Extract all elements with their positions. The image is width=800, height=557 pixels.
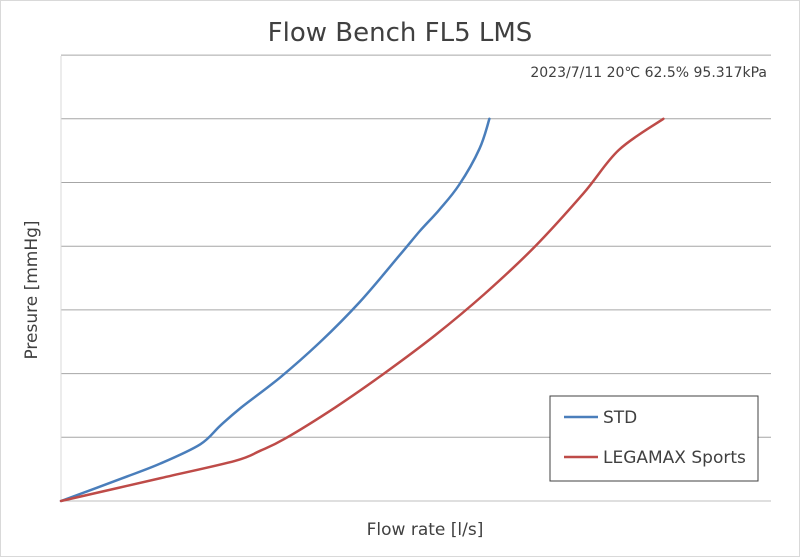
series-line-std <box>59 117 491 503</box>
legend-label-1: STD <box>603 408 637 428</box>
measurement-conditions: 2023/7/11 20℃ 62.5% 95.317kPa <box>530 65 767 81</box>
legend-label-2: LEGAMAX Sports <box>603 448 746 468</box>
y-axis-label: Presure [mmHg] <box>22 220 42 359</box>
legend: STD LEGAMAX Sports <box>549 395 759 482</box>
series-line-legamax-sports <box>59 117 665 503</box>
series-lines <box>59 117 665 503</box>
legend-box <box>549 395 759 482</box>
x-axis-label: Flow rate [l/s] <box>367 520 484 540</box>
chart-title: Flow Bench FL5 LMS <box>268 18 533 48</box>
gridlines <box>61 54 771 438</box>
